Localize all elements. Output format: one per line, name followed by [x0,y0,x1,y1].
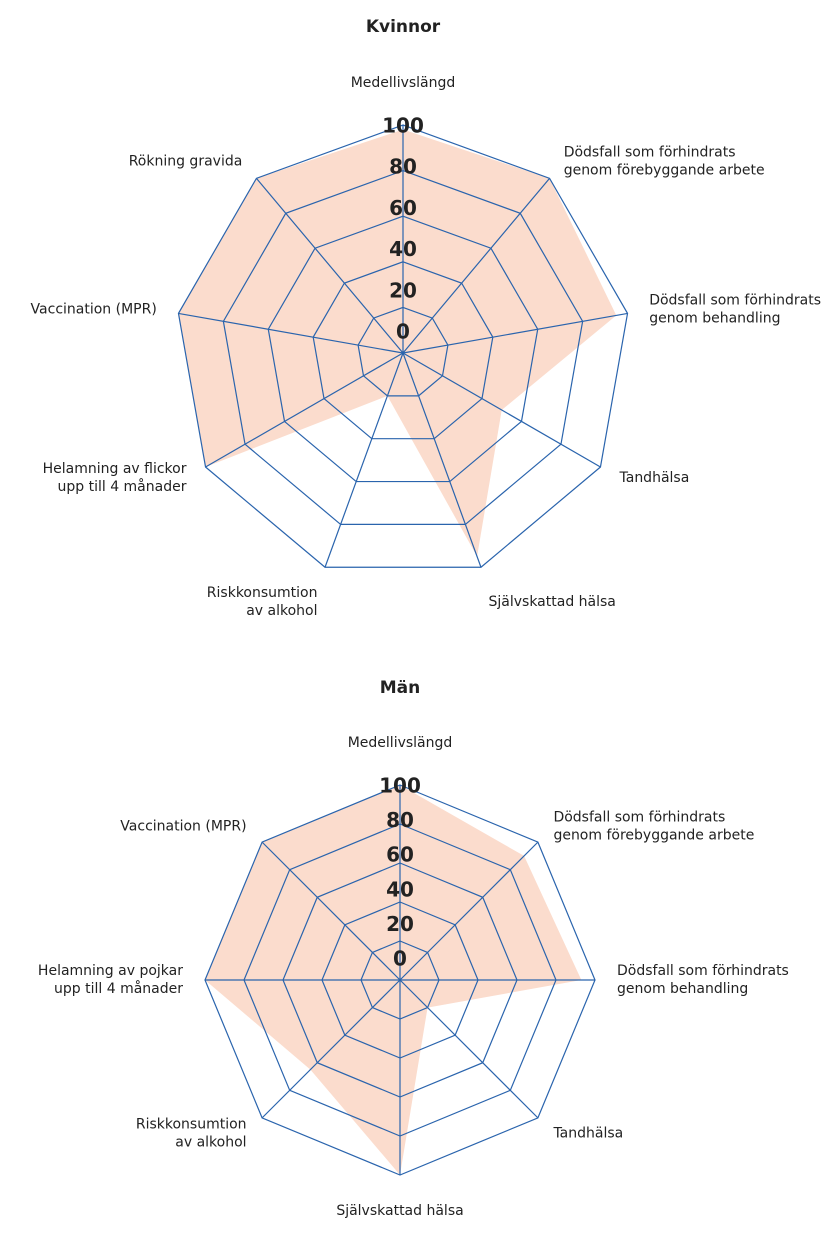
r-tick-label: 20 [386,912,414,936]
category-label: Självskattad hälsa [489,594,616,610]
spoke [261,841,401,981]
spoke [402,352,601,468]
category-label: Vaccination (MPR) [120,819,246,835]
category-label: Tandhälsa [552,1125,623,1141]
spoke [399,841,539,981]
r-tick-label: 100 [382,114,424,138]
grid-polygon [357,306,449,397]
chart-title: Män [380,678,421,698]
radar-area [178,129,617,557]
category-label: Medellivslängd [351,75,456,91]
category-label: Vaccination (MPR) [31,302,157,318]
category-label: Medellivslängd [348,735,453,751]
spoke [402,312,628,354]
spoke [402,177,551,354]
r-tick-label: 80 [386,808,414,832]
r-tick-label: 40 [389,237,417,261]
r-tick-label: 0 [396,320,410,344]
category-label: Riskkonsumtion av alkohol [136,1116,247,1150]
category-label: Helamning av pojkar upp till 4 månader [38,963,183,997]
category-label: Dödsfall som förhindrats genom förebyggan… [564,144,765,178]
grid-polygon [267,215,539,483]
spoke [205,352,404,468]
category-label: Rökning gravida [129,153,243,169]
r-tick-label: 80 [389,155,417,179]
r-tick-label: 20 [389,278,417,302]
r-tick-label: 60 [386,843,414,867]
spoke [255,177,404,354]
spoke [178,312,404,354]
category-label: Dödsfall som förhindrats genom behandling [649,293,821,327]
category-label: Riskkonsumtion av alkohol [207,585,318,619]
spoke [324,352,404,568]
r-tick-label: 0 [393,947,407,971]
grid-polygon [312,261,494,440]
spoke [261,979,401,1119]
grid-polygon [177,124,629,568]
spoke [402,352,482,568]
chart-title: Kvinnor [366,17,441,37]
r-tick-label: 60 [389,196,417,220]
grid-polygon [222,169,584,525]
category-label: Helamning av flickor upp till 4 månader [43,461,187,495]
r-tick-label: 40 [386,877,414,901]
spoke [399,979,539,1119]
category-label: Dödsfall som förhindrats genom förebyggan… [553,810,754,844]
r-tick-label: 100 [379,774,421,798]
category-label: Tandhälsa [619,470,690,486]
category-label: Dödsfall som förhindrats genom behandling [617,963,789,997]
category-label: Självskattad hälsa [336,1203,463,1219]
